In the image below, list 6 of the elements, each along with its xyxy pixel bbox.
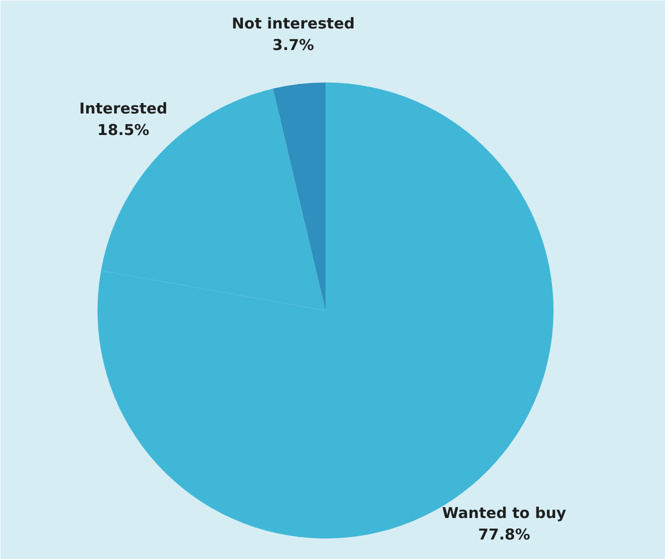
data-label: 3.7% bbox=[272, 36, 314, 54]
data-label: 18.5% bbox=[97, 121, 150, 140]
slice-label: Wanted to buy bbox=[442, 504, 566, 522]
slice-label: Interested bbox=[79, 100, 168, 118]
data-label: 77.8% bbox=[478, 526, 530, 544]
slice-label: Not interested bbox=[232, 14, 355, 32]
